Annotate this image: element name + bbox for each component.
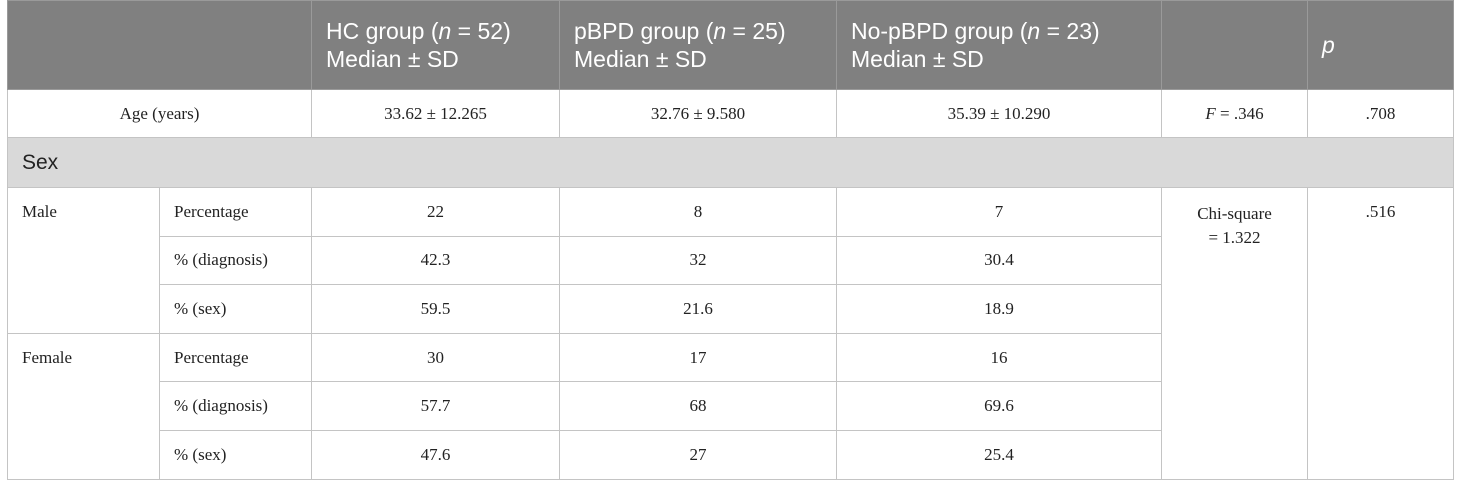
measure-label: % (sex)	[159, 284, 312, 334]
test-text: Chi-square	[1197, 204, 1272, 223]
header-text: n	[713, 18, 727, 44]
header-row: HC group (n = 52) Median ± SD pBPD group …	[7, 0, 1454, 90]
measure-label: % (diagnosis)	[159, 235, 312, 286]
header-text: pBPD group (	[574, 18, 714, 44]
cell: 8	[559, 187, 837, 237]
header-cell: p	[1307, 0, 1454, 90]
header-text: HC group (	[326, 18, 439, 44]
header-text: No-pBPD group (	[851, 18, 1028, 44]
cell: 30	[311, 332, 560, 383]
test-text: = .346	[1215, 103, 1264, 123]
row-label: Age (years)	[7, 89, 312, 138]
group-label: Female	[7, 332, 160, 480]
measure-label: Percentage	[159, 332, 312, 383]
measure-label: % (diagnosis)	[159, 381, 312, 431]
age-row: Age (years) 33.62 ± 12.265 32.76 ± 9.580…	[7, 89, 1454, 138]
table-body: Age (years) 33.62 ± 12.265 32.76 ± 9.580…	[7, 89, 1454, 480]
data-row: % (sex) 47.6 27 25.4	[8, 429, 1454, 480]
test-text: = 1.322	[1208, 228, 1261, 247]
data-row: % (diagnosis) 42.3 32 30.4	[8, 235, 1454, 286]
data-table: HC group (n = 52) Median ± SD pBPD group …	[7, 0, 1454, 480]
p-cell: .708	[1307, 89, 1454, 138]
p-cell: .516	[1307, 187, 1454, 480]
test-cell: F = .346	[1161, 89, 1308, 138]
header-text: Median ± SD	[851, 46, 984, 72]
header-text: p	[1322, 32, 1335, 58]
measure-label: Percentage	[159, 187, 312, 237]
cell: 16	[836, 332, 1162, 383]
cell: 18.9	[836, 284, 1162, 334]
cell: 25.4	[836, 429, 1162, 480]
cell: 32	[559, 235, 837, 286]
header-cell	[1161, 0, 1308, 90]
header-text: n	[1027, 18, 1041, 44]
cell: 42.3	[311, 235, 560, 286]
cell: 32.76 ± 9.580	[559, 89, 837, 138]
cell: 47.6	[311, 429, 560, 480]
section-label: Sex	[7, 137, 1454, 188]
header-text: Median ± SD	[326, 46, 459, 72]
table-header: HC group (n = 52) Median ± SD pBPD group …	[7, 0, 1454, 90]
data-row: % (diagnosis) 57.7 68 69.6	[8, 381, 1454, 431]
test-cell: Chi-square = 1.322	[1161, 187, 1308, 480]
cell: 27	[559, 429, 837, 480]
header-cell: No-pBPD group (n = 23) Median ± SD	[836, 0, 1162, 90]
header-text: = 52)	[451, 18, 511, 44]
cell: 59.5	[311, 284, 560, 334]
header-text: = 23)	[1040, 18, 1100, 44]
cell: 33.62 ± 12.265	[311, 89, 560, 138]
measure-label: % (sex)	[159, 429, 312, 480]
cell: 68	[559, 381, 837, 431]
cell: 21.6	[559, 284, 837, 334]
header-cell: pBPD group (n = 25) Median ± SD	[559, 0, 837, 90]
cell: 69.6	[836, 381, 1162, 431]
data-row: % (sex) 59.5 21.6 18.9	[8, 284, 1454, 334]
section-row: Sex	[7, 137, 1454, 188]
cell: 57.7	[311, 381, 560, 431]
header-text: Median ± SD	[574, 46, 707, 72]
header-cell	[7, 0, 312, 90]
cell: 17	[559, 332, 837, 383]
data-row: Male Percentage 22 8 7 Chi-square = 1.322.516	[7, 187, 1454, 480]
header-text: = 25)	[726, 18, 786, 44]
cell: 22	[311, 187, 560, 237]
data-row: Female Percentage 30 17 16	[7, 332, 1454, 480]
header-text: n	[438, 18, 452, 44]
group-label: Male	[7, 187, 160, 334]
header-cell: HC group (n = 52) Median ± SD	[311, 0, 560, 90]
cell: 35.39 ± 10.290	[836, 89, 1162, 138]
test-symbol: F	[1205, 103, 1216, 123]
cell: 7	[836, 187, 1162, 237]
cell: 30.4	[836, 235, 1162, 286]
